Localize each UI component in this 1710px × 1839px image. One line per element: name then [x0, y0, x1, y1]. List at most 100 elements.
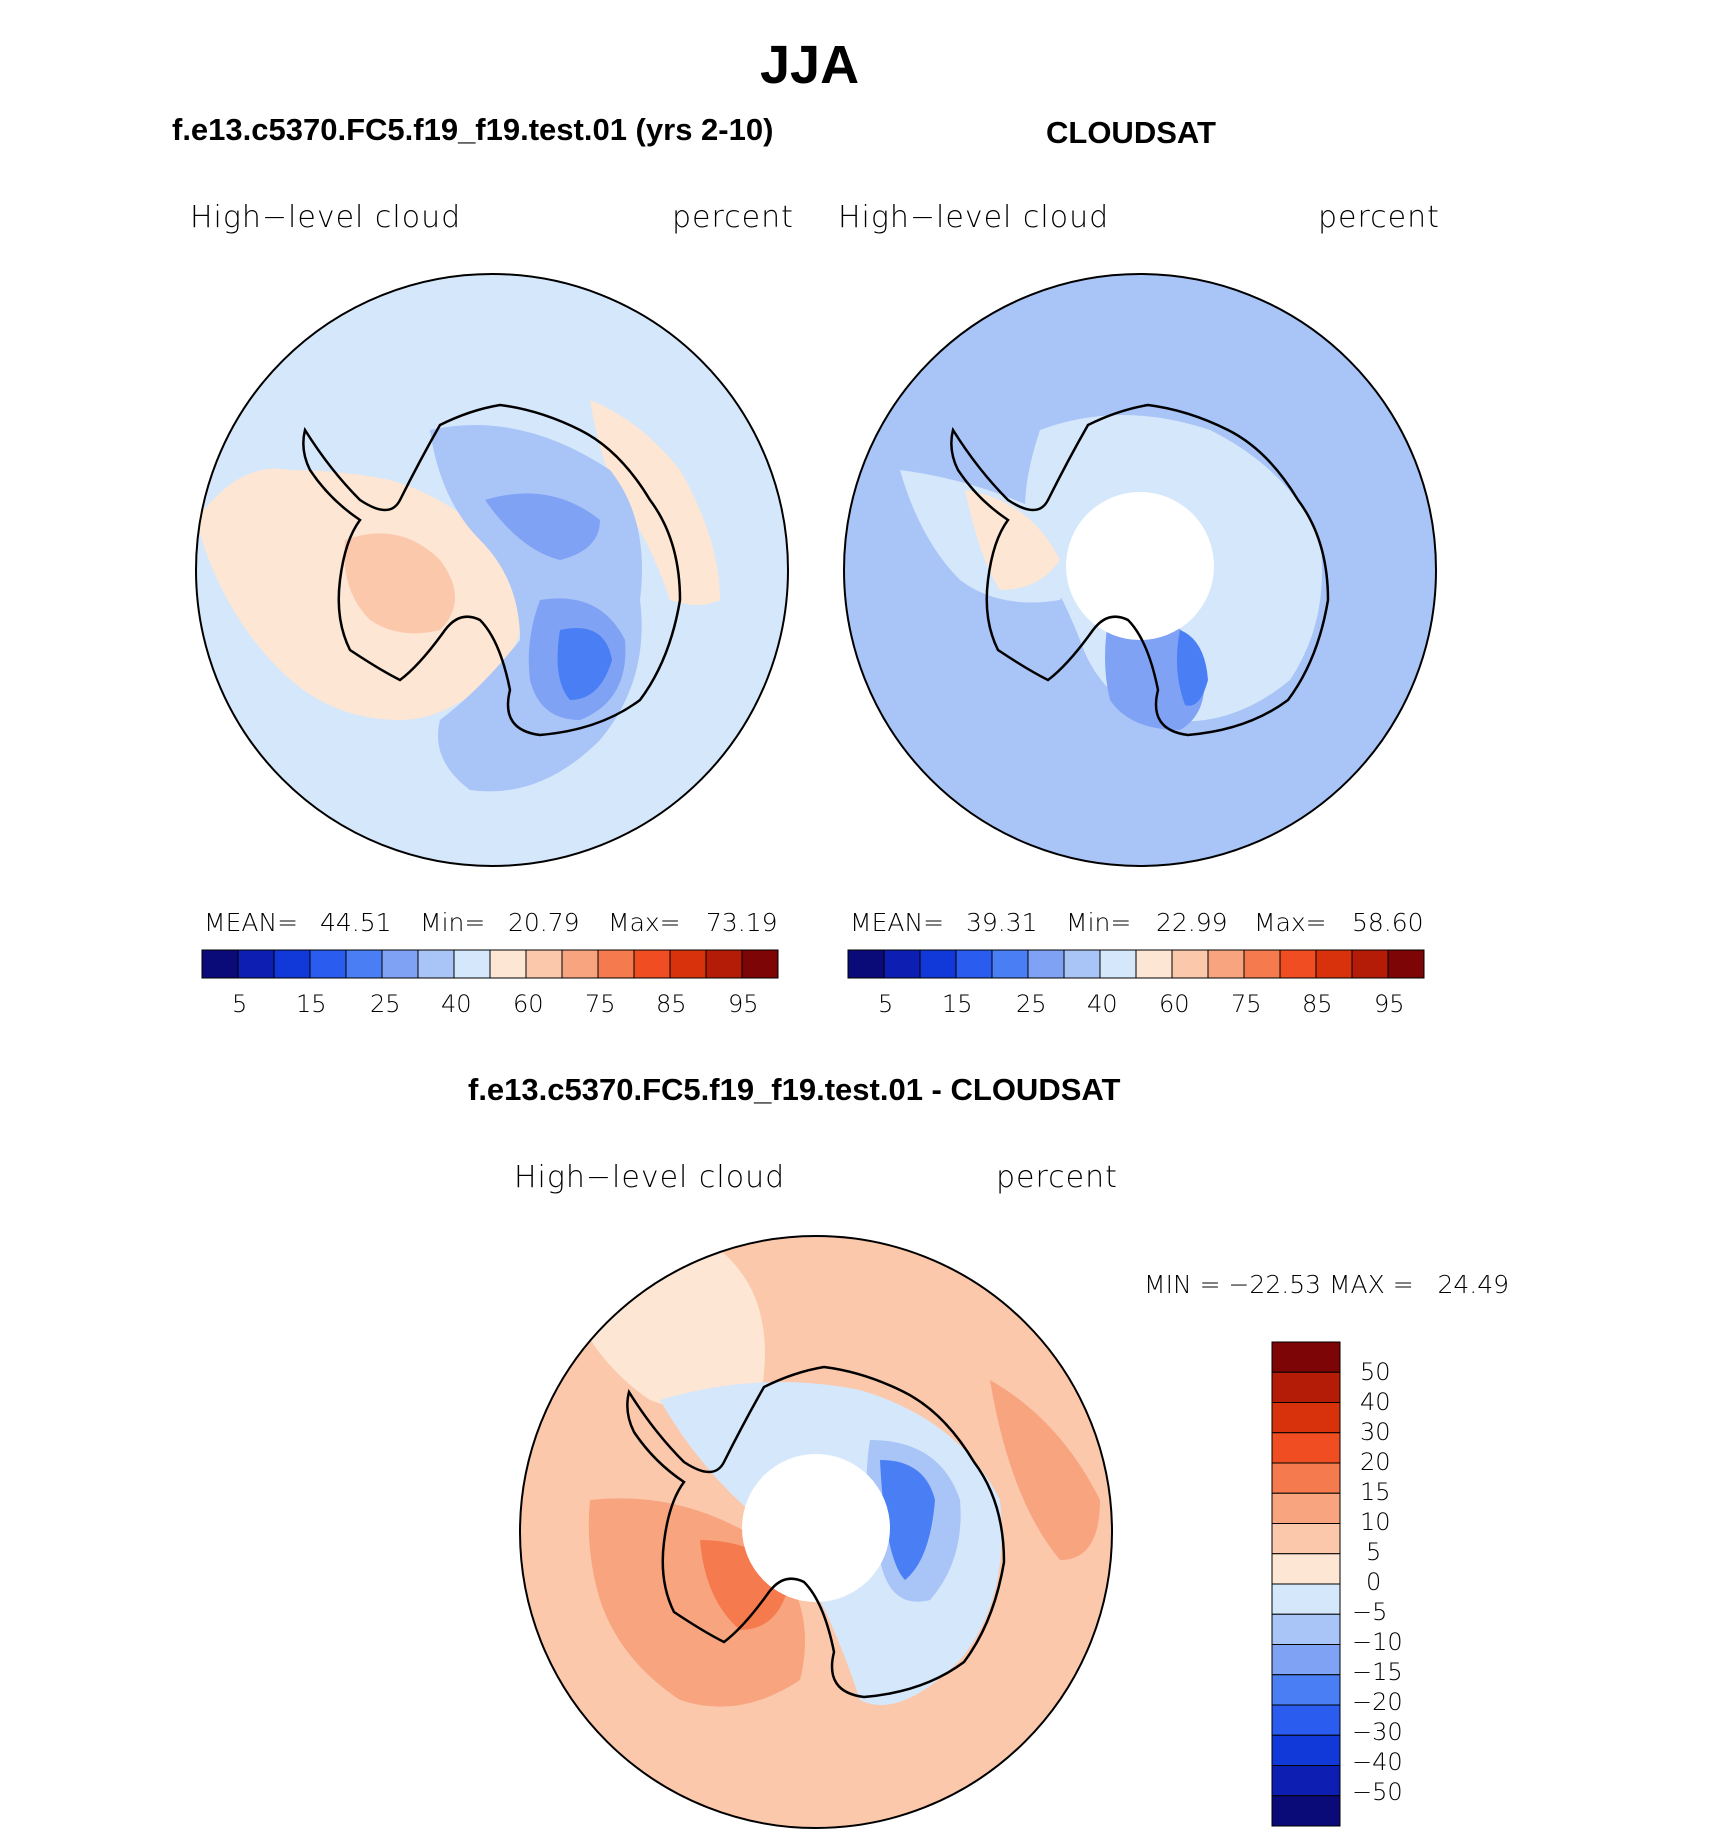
obs-title: CLOUDSAT	[1046, 115, 1216, 150]
colorbar-swatch	[1351, 949, 1389, 979]
colorbar-swatch	[1271, 1734, 1341, 1766]
colorbar-swatch	[309, 949, 347, 979]
cbar-diff-tick: 0	[1366, 1568, 1382, 1596]
obs-pole-hole	[1066, 492, 1214, 640]
model-variable-label: High−level cloud	[190, 200, 462, 235]
model-colorbar	[201, 949, 779, 979]
obs-max-value: 58.60	[1352, 908, 1424, 937]
obs-field-min	[1176, 630, 1208, 706]
colorbar-swatch	[345, 949, 383, 979]
colorbar-swatch	[1271, 1492, 1341, 1524]
cbar-diff-tick: 15	[1360, 1478, 1391, 1506]
cbar-model-tick: 40	[441, 990, 472, 1018]
cbar-diff-tick: 30	[1360, 1418, 1391, 1446]
cbar-diff-tick: −30	[1352, 1718, 1403, 1746]
model-max-value: 73.19	[706, 908, 778, 937]
diff-title: f.e13.c5370.FC5.f19_f19.test.01 - CLOUDS…	[468, 1072, 1121, 1107]
obs-variable-label: High−level cloud	[838, 200, 1110, 235]
obs-field-warm	[965, 490, 1060, 590]
colorbar-swatch	[1135, 949, 1173, 979]
colorbar-swatch	[1271, 1462, 1341, 1494]
colorbar-swatch	[1271, 1674, 1341, 1706]
diff-coastline	[626, 1365, 1006, 1699]
model-units-label: percent	[672, 200, 794, 235]
obs-units-label: percent	[1318, 200, 1440, 235]
diff-minmax: MIN = −22.53 MAX = 24.49	[1144, 1270, 1510, 1299]
cbar-model-tick: 5	[232, 990, 248, 1018]
colorbar-swatch	[597, 949, 635, 979]
cbar-obs-tick: 15	[942, 990, 973, 1018]
cbar-diff-tick: 5	[1366, 1538, 1382, 1566]
obs-colorbar	[847, 949, 1425, 979]
diff-map-border	[519, 1235, 1113, 1829]
colorbar-swatch	[883, 949, 921, 979]
colorbar-swatch	[1271, 1371, 1341, 1403]
cbar-diff-tick: −10	[1352, 1628, 1403, 1656]
cbar-diff-tick: 40	[1360, 1388, 1391, 1416]
model-map-border	[195, 273, 789, 867]
model-min-label: Min=	[420, 908, 486, 937]
obs-map-border	[843, 273, 1437, 867]
cbar-model-tick: 25	[370, 990, 401, 1018]
colorbar-swatch	[201, 949, 239, 979]
colorbar-swatch	[1027, 949, 1065, 979]
colorbar-swatch	[525, 949, 563, 979]
colorbar-swatch	[705, 949, 743, 979]
cbar-obs-tick: 60	[1159, 990, 1190, 1018]
cbar-obs-tick: 5	[878, 990, 894, 1018]
obs-map	[844, 274, 1436, 866]
colorbar-swatch	[1387, 949, 1425, 979]
colorbar-swatch	[1271, 1644, 1341, 1676]
colorbar-swatch	[237, 949, 275, 979]
cbar-diff-tick: −5	[1352, 1598, 1388, 1626]
cbar-diff-tick: 10	[1360, 1508, 1391, 1536]
obs-coastline	[950, 403, 1330, 737]
colorbar-swatch	[1243, 949, 1281, 979]
colorbar-swatch	[1271, 1523, 1341, 1555]
obs-mean-label: MEAN=	[850, 908, 945, 937]
colorbar-swatch	[919, 949, 957, 979]
colorbar-swatch	[273, 949, 311, 979]
colorbar-swatch	[561, 949, 599, 979]
colorbar-swatch	[1271, 1341, 1341, 1373]
obs-max-label: Max=	[1254, 908, 1327, 937]
cbar-diff-tick: −20	[1352, 1688, 1403, 1716]
model-field-cool-core	[485, 493, 600, 560]
model-field-warm-east	[590, 400, 720, 605]
cbar-model-tick: 85	[656, 990, 687, 1018]
cbar-diff-tick: −50	[1352, 1778, 1403, 1806]
model-field-min	[557, 628, 612, 700]
colorbar-swatch	[1207, 949, 1245, 979]
cbar-model-tick: 75	[585, 990, 616, 1018]
cbar-model-tick: 95	[728, 990, 759, 1018]
colorbar-swatch	[489, 949, 527, 979]
colorbar-swatch	[453, 949, 491, 979]
colorbar-swatch	[1279, 949, 1317, 979]
cbar-model-tick: 15	[296, 990, 327, 1018]
colorbar-swatch	[1271, 1553, 1341, 1585]
diff-field-warm-east	[990, 1380, 1100, 1560]
colorbar-swatch	[1063, 949, 1101, 979]
diff-units-label: percent	[996, 1160, 1118, 1195]
diff-colorbar	[1271, 1341, 1341, 1827]
cbar-model-tick: 60	[513, 990, 544, 1018]
model-min-value: 20.79	[508, 908, 580, 937]
model-coastline	[302, 403, 682, 737]
cbar-obs-tick: 75	[1231, 990, 1262, 1018]
obs-mean-value: 39.31	[966, 908, 1038, 937]
model-max-label: Max=	[608, 908, 681, 937]
obs-min-value: 22.99	[1156, 908, 1228, 937]
cbar-diff-tick: 50	[1360, 1358, 1391, 1386]
model-mean-label: MEAN=	[204, 908, 299, 937]
cbar-diff-tick: 20	[1360, 1448, 1391, 1476]
diff-variable-label: High−level cloud	[514, 1160, 786, 1195]
model-field-warm-core	[344, 533, 455, 634]
colorbar-swatch	[955, 949, 993, 979]
diff-map	[520, 1236, 1112, 1828]
colorbar-swatch	[847, 949, 885, 979]
colorbar-swatch	[1271, 1402, 1341, 1434]
model-mean-value: 44.51	[320, 908, 392, 937]
diff-field-min	[880, 1460, 935, 1580]
cbar-obs-tick: 25	[1016, 990, 1047, 1018]
